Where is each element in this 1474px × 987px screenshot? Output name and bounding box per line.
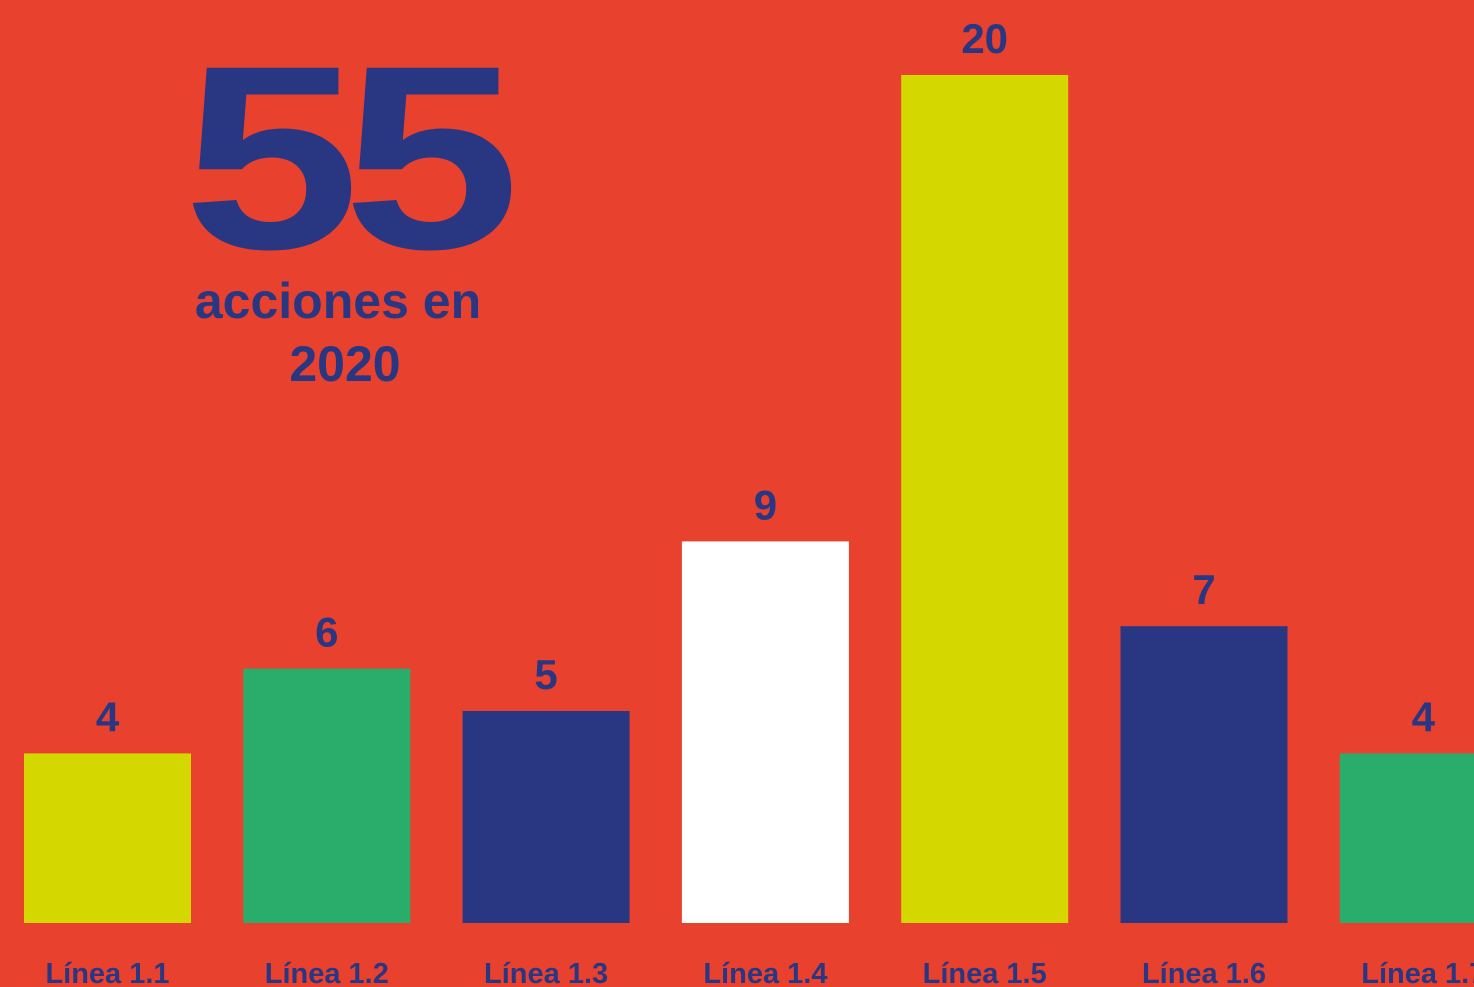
- value-label: 7: [1192, 566, 1215, 613]
- bar: [1339, 753, 1474, 923]
- bar: [462, 711, 630, 923]
- x-tick-label: Línea 1.5: [923, 958, 1047, 987]
- bar: [243, 668, 411, 923]
- bar: [901, 75, 1069, 923]
- x-tick-label: Línea 1.2: [265, 958, 389, 987]
- value-label: 6: [315, 609, 338, 656]
- bar: [24, 753, 191, 923]
- bar: [681, 541, 849, 923]
- x-tick-label: Línea 1.3: [484, 958, 608, 987]
- value-label: 5: [534, 651, 557, 698]
- value-label: 4: [96, 693, 120, 740]
- x-tick-label: Línea 1.4: [703, 958, 827, 987]
- subtitle-line: 2020: [289, 336, 400, 392]
- headline: 55: [183, 11, 512, 304]
- subtitle-line: acciones en: [195, 273, 481, 329]
- value-label: 4: [1412, 693, 1436, 740]
- bar: [1120, 626, 1288, 923]
- x-tick-label: Línea 1.6: [1142, 958, 1266, 987]
- x-tick-label: Línea 1.7: [1361, 958, 1474, 987]
- value-label: 9: [754, 481, 777, 528]
- value-label: 20: [961, 15, 1008, 62]
- x-tick-label: Línea 1.1: [45, 958, 169, 987]
